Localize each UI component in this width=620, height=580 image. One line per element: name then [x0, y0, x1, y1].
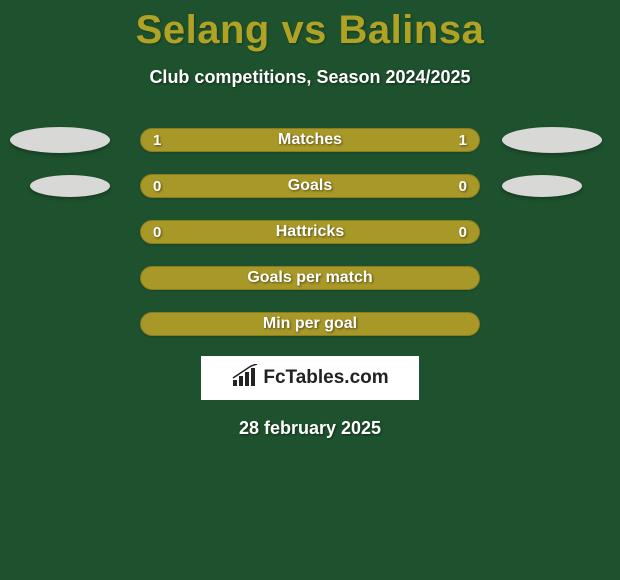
- decor-ellipse-left: [30, 175, 110, 197]
- date-label: 28 february 2025: [0, 418, 620, 439]
- subtitle: Club competitions, Season 2024/2025: [0, 67, 620, 88]
- stat-left-value: 0: [153, 224, 161, 241]
- stat-right-value: 0: [459, 224, 467, 241]
- stat-bar: Goals per match: [140, 266, 480, 290]
- stat-label: Hattricks: [276, 223, 344, 241]
- stat-bar: 1 Matches 1: [140, 128, 480, 152]
- stat-row-goals-per-match: Goals per match: [0, 266, 620, 290]
- stat-right-value: 0: [459, 178, 467, 195]
- stats-container: 1 Matches 1 0 Goals 0 0 Hattricks 0 Goal…: [0, 128, 620, 336]
- stat-bar: 0 Hattricks 0: [140, 220, 480, 244]
- stat-label: Goals: [288, 177, 332, 195]
- stat-bar: Min per goal: [140, 312, 480, 336]
- decor-ellipse-right: [502, 175, 582, 197]
- stat-label: Goals per match: [247, 269, 372, 287]
- stat-label: Min per goal: [263, 315, 357, 333]
- decor-ellipse-left: [10, 127, 110, 153]
- stat-row-goals: 0 Goals 0: [0, 174, 620, 198]
- logo-chart-icon: [231, 364, 259, 393]
- logo-box: FcTables.com: [201, 356, 419, 400]
- page-title: Selang vs Balinsa: [0, 0, 620, 53]
- logo-text: FcTables.com: [263, 367, 388, 389]
- stat-bar: 0 Goals 0: [140, 174, 480, 198]
- stat-row-min-per-goal: Min per goal: [0, 312, 620, 336]
- stat-row-matches: 1 Matches 1: [0, 128, 620, 152]
- stat-left-value: 0: [153, 178, 161, 195]
- decor-ellipse-right: [502, 127, 602, 153]
- stat-right-value: 1: [459, 132, 467, 149]
- stat-label: Matches: [278, 131, 342, 149]
- stat-left-value: 1: [153, 132, 161, 149]
- stat-row-hattricks: 0 Hattricks 0: [0, 220, 620, 244]
